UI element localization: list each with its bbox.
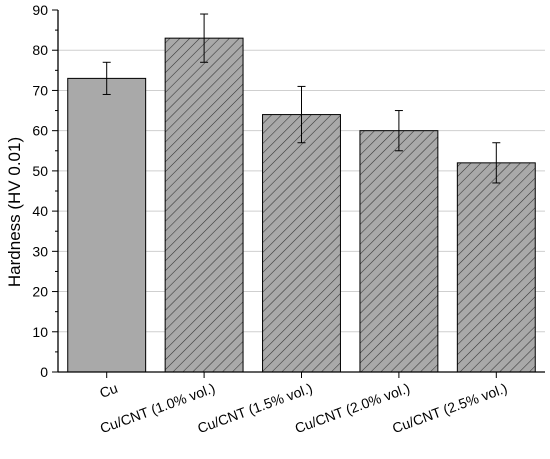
bar [456, 162, 536, 373]
bar [67, 77, 147, 373]
bars [67, 13, 536, 373]
y-tick-labels: 0 10 20 30 40 50 60 70 80 90 [32, 2, 48, 380]
bar [262, 114, 341, 373]
y-tick-label: 20 [32, 284, 48, 300]
y-tick-label: 50 [32, 163, 48, 179]
bar [164, 37, 244, 373]
y-tick-label: 0 [40, 364, 48, 380]
axes [52, 9, 545, 378]
y-tick-label: 90 [32, 2, 48, 18]
y-tick-label: 70 [32, 82, 48, 98]
x-tick-label: Cu [97, 380, 119, 401]
y-axis-title: Hardness (HV 0.01) [5, 137, 24, 287]
y-tick-label: 30 [32, 243, 48, 259]
y-tick-label: 60 [32, 123, 48, 139]
bar [359, 130, 439, 373]
y-tick-label: 80 [32, 42, 48, 58]
y-tick-label: 40 [32, 203, 48, 219]
y-tick-label: 10 [32, 324, 48, 340]
